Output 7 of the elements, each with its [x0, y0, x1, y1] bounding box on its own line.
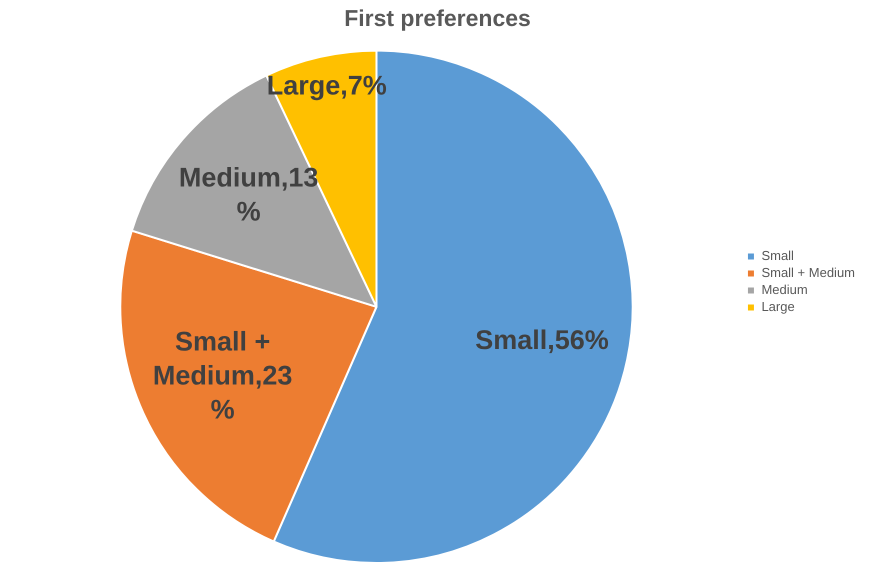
- legend-label: Small + Medium: [761, 265, 856, 280]
- legend-label: Small: [761, 248, 794, 264]
- legend-label: Medium: [761, 282, 808, 298]
- legend-label: Large: [761, 299, 795, 314]
- chart-title: First preferences: [344, 5, 531, 32]
- data-label: Small + Medium,23%: [152, 326, 292, 424]
- data-label: Small,56%: [475, 324, 609, 355]
